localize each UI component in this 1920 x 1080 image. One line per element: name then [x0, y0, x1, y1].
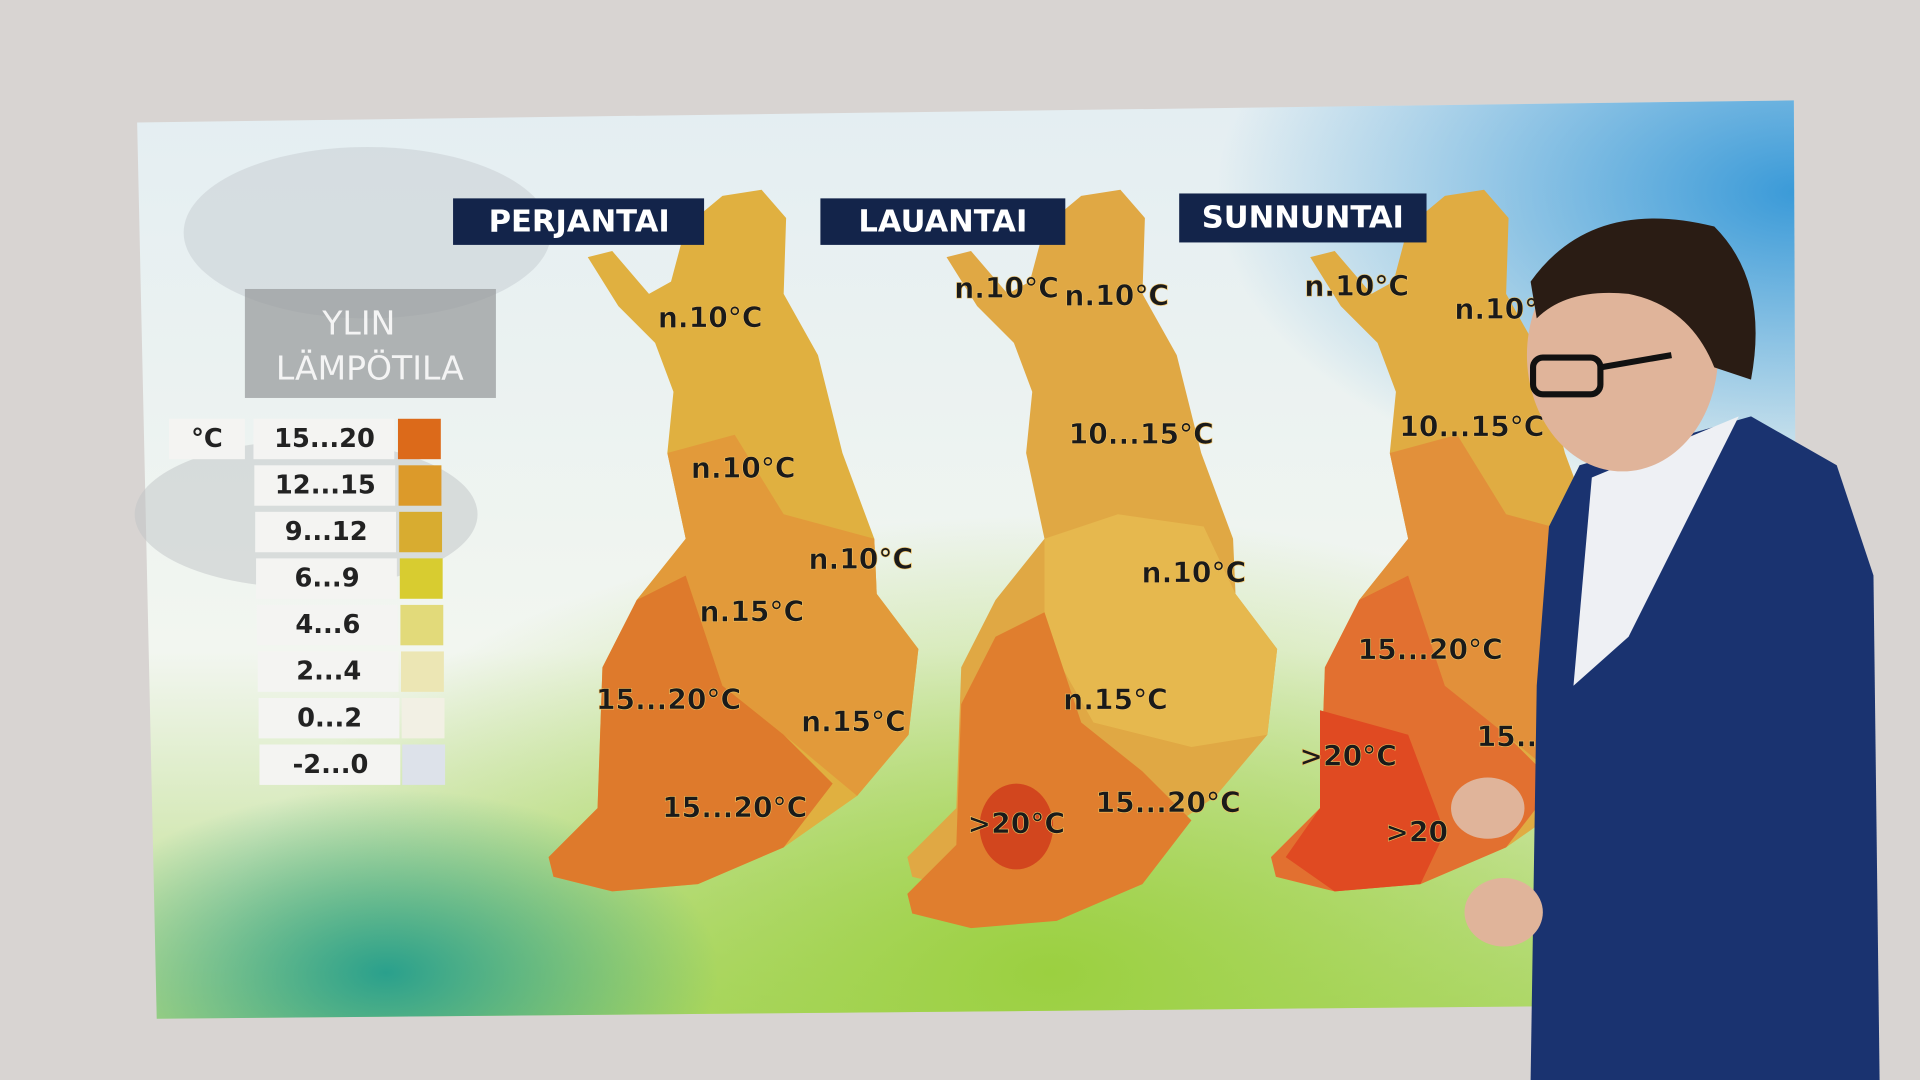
legend-color-swatch: [401, 697, 445, 739]
temp-label: 10...15°C: [1069, 418, 1214, 451]
legend-title-line1: YLIN: [321, 303, 395, 342]
temp-label: n.10°C: [808, 543, 913, 576]
temp-label: n.10°C: [691, 452, 796, 485]
temp-label: 15...20°C: [1358, 633, 1503, 666]
map-labels-lauantai: n.10°C n.10°C 10...15°C n.10°C n.15°C >2…: [954, 272, 1247, 841]
map-lauantai: [907, 189, 1278, 929]
legend-range-box: [255, 511, 396, 553]
legend-range-box: [253, 418, 395, 460]
temp-label: >20°C: [968, 807, 1066, 840]
temp-label: n.10°C: [1064, 280, 1169, 313]
legend-title-line2: LÄMPÖTILA: [276, 348, 464, 388]
map-labels-perjantai: n.10°C n.10°C n.10°C n.15°C 15...20°C n.…: [596, 301, 914, 824]
legend-row: 12...15: [254, 465, 442, 506]
legend-row: 0...2: [258, 697, 445, 739]
legend-range-box: [256, 558, 397, 599]
legend-color-swatch: [399, 558, 443, 599]
temp-label: >20°C: [1299, 740, 1397, 773]
legend-range-label: 4...6: [295, 610, 360, 640]
temp-label: n.10°C: [954, 272, 1059, 305]
legend-range-box: [259, 744, 401, 785]
legend-range-label: 0...2: [297, 703, 362, 733]
legend-color-swatch: [402, 744, 446, 785]
legend-color-swatch: [398, 465, 442, 506]
legend-range-label: 12...15: [275, 471, 376, 501]
legend-row: 4...6: [256, 604, 444, 646]
legend-row: 15...20: [253, 418, 441, 460]
temp-label: n.15°C: [1063, 684, 1168, 717]
temp-label: n.10°C: [1304, 270, 1409, 303]
legend-range-box: [258, 697, 400, 739]
legend-row: -2...0: [259, 744, 446, 785]
legend: YLIN LÄMPÖTILA °C 15...20 12...15 9...12 6.…: [168, 288, 496, 785]
day-header-perjantai: PERJANTAI: [453, 198, 705, 245]
temp-label: n.10°C: [1142, 556, 1247, 589]
legend-color-swatch: [401, 651, 444, 692]
legend-row: 9...12: [255, 511, 443, 553]
legend-range-box: [256, 604, 398, 646]
legend-range-label: 6...9: [295, 564, 360, 594]
day-header-label: SUNNUNTAI: [1202, 201, 1404, 236]
legend-row: 6...9: [256, 558, 443, 599]
presenter: [1451, 218, 1880, 1080]
legend-range-label: -2...0: [293, 750, 369, 780]
legend-color-swatch: [399, 511, 443, 553]
legend-range-box: [257, 651, 399, 692]
day-header-lauantai: LAUANTAI: [820, 198, 1066, 245]
temp-label: n.15°C: [801, 706, 906, 739]
temp-label: 15...20°C: [1096, 786, 1241, 819]
legend-color-swatch: [397, 418, 441, 460]
map-sunnuntai: [1271, 189, 1641, 892]
temp-label: 15...20°C: [596, 684, 741, 717]
temp-label: 10...15°C: [1399, 411, 1544, 444]
legend-range-box: [254, 465, 396, 506]
legend-range-label: 2...4: [296, 657, 361, 687]
temp-label: n.10°: [1454, 293, 1538, 326]
legend-unit: °C: [191, 424, 223, 454]
legend-row: 2...4: [257, 651, 444, 692]
temp-label: 15...20°C: [662, 791, 807, 824]
legend-range-label: 9...12: [285, 517, 368, 547]
legend-color-swatch: [400, 604, 444, 646]
temp-label: n.10°C: [658, 302, 763, 335]
legend-range-label: 15...20: [274, 424, 375, 454]
day-header-label: LAUANTAI: [858, 204, 1027, 239]
day-header-sunnuntai: SUNNUNTAI: [1179, 193, 1427, 243]
day-header-label: PERJANTAI: [489, 204, 670, 239]
temp-label: n.15°C: [700, 595, 805, 628]
temp-label: >20: [1385, 816, 1448, 849]
